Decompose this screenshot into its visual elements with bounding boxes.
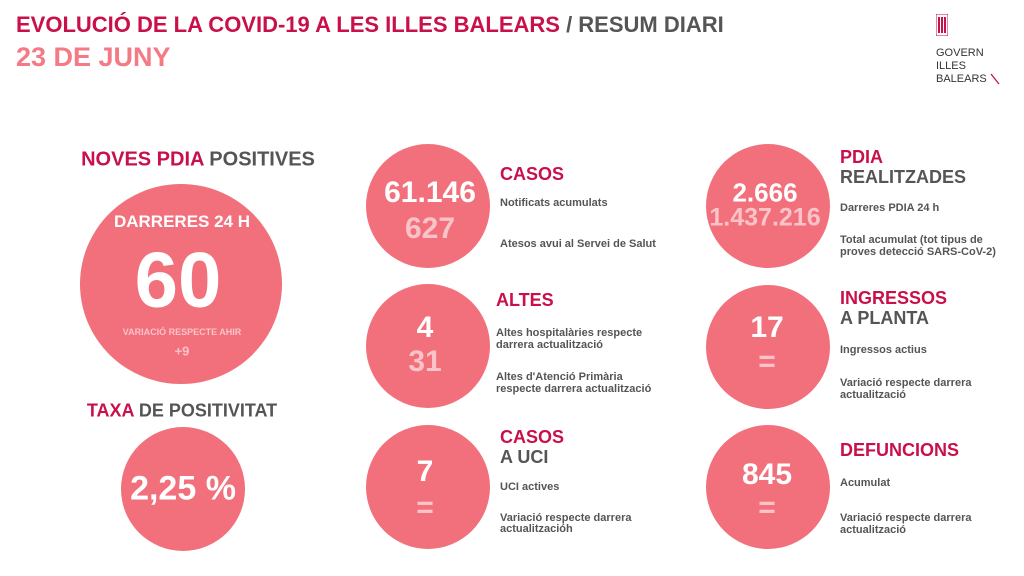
logo-text: GOVERN: [936, 47, 984, 59]
pdia-title: PDIA: [840, 147, 884, 167]
ward-label: Variació respecte darrera: [840, 377, 972, 389]
pdia-subtitle: REALITZADES: [840, 167, 966, 187]
ward-subtitle: A PLANTA: [840, 308, 929, 328]
pdia-label: proves detecció SARS-CoV-2): [840, 246, 996, 258]
discharges-label: Altes hospitalàries respecte: [496, 327, 643, 339]
cases-circle: [366, 144, 490, 268]
deaths-value: 845: [741, 458, 793, 491]
new-pdia-value: 60: [134, 235, 222, 324]
icu-circle: [366, 425, 490, 549]
icu-title: CASOS: [500, 427, 565, 447]
icu-label: UCI actives: [500, 481, 560, 493]
positivity-circle: [121, 427, 245, 551]
cases-attended-value: 627: [404, 212, 456, 245]
logo-text: BALEARS: [936, 73, 987, 85]
logo-slash-icon: [990, 73, 1000, 85]
icu-value: 7: [416, 455, 434, 488]
ward-label: actualització: [840, 389, 907, 401]
deaths-label: Acumulat: [840, 477, 891, 489]
ward-value: 17: [750, 311, 784, 344]
cases-attended-label: Atesos avui al Servei de Salut: [500, 238, 656, 250]
pdia-circle: [706, 144, 830, 268]
new-pdia-variation: +9: [174, 343, 190, 359]
date-title: 23 DE JUNY: [16, 42, 171, 72]
icu-label: Variació respecte darrera: [500, 512, 632, 524]
deaths-variation: =: [758, 491, 776, 524]
govern-logo: GOVERN ILLES BALEARS: [936, 14, 1006, 85]
new-pdia-variation-label: VARIACIÓ RESPECTE AHIR: [122, 327, 242, 337]
deaths-circle: [706, 425, 830, 549]
new-pdia-circle: [80, 184, 282, 384]
new-pdia-title: NOVES PDIA POSITIVES: [81, 148, 315, 171]
deaths-title: DEFUNCIONS: [840, 440, 960, 460]
positivity-title: TAXA DE POSITIVITAT: [86, 400, 278, 421]
discharges-circle: [366, 284, 490, 408]
discharges-primary-value: 31: [408, 345, 442, 378]
discharges-label: darrera actualització: [496, 339, 603, 351]
logo-text: ILLES: [936, 60, 966, 72]
icu-subtitle: A UCI: [500, 447, 549, 467]
icu-label: actualitzacióh: [500, 523, 573, 535]
discharges-hospital-value: 4: [416, 311, 434, 344]
pdia-total-value: 1.437.216: [709, 203, 821, 232]
discharges-label: respecte darrera actualització: [496, 383, 652, 395]
new-pdia-period: DARRERES 24 H: [113, 212, 251, 231]
cases-label: Notificats acumulats: [500, 197, 608, 209]
discharges-label: Altes d'Atenció Primària: [496, 371, 623, 383]
discharges-title: ALTES: [496, 290, 554, 310]
ward-variation: =: [758, 345, 776, 378]
ward-circle: [706, 285, 830, 409]
ward-label: Ingressos actius: [840, 344, 927, 356]
pdia-24h-value: 2.666: [732, 177, 798, 208]
positivity-value: 2,25 %: [130, 469, 236, 508]
page-title: EVOLUCIÓ DE LA COVID-19 A LES ILLES BALE…: [16, 12, 724, 37]
cases-value: 61.146: [384, 176, 476, 209]
pdia-label: Darreres PDIA 24 h: [840, 202, 940, 214]
title-main: EVOLUCIÓ DE LA COVID-19 A LES ILLES BALE…: [16, 12, 560, 37]
icu-variation: =: [416, 491, 434, 524]
title-sub: RESUM DIARI: [578, 12, 724, 37]
deaths-label: Variació respecte darrera: [840, 512, 972, 524]
cases-title: CASOS: [500, 164, 565, 184]
ward-title: INGRESSOS: [840, 288, 948, 308]
coat-of-arms-icon: [936, 14, 948, 36]
deaths-label: actualització: [840, 524, 907, 536]
pdia-label: Total acumulat (tot tipus de: [840, 234, 983, 246]
